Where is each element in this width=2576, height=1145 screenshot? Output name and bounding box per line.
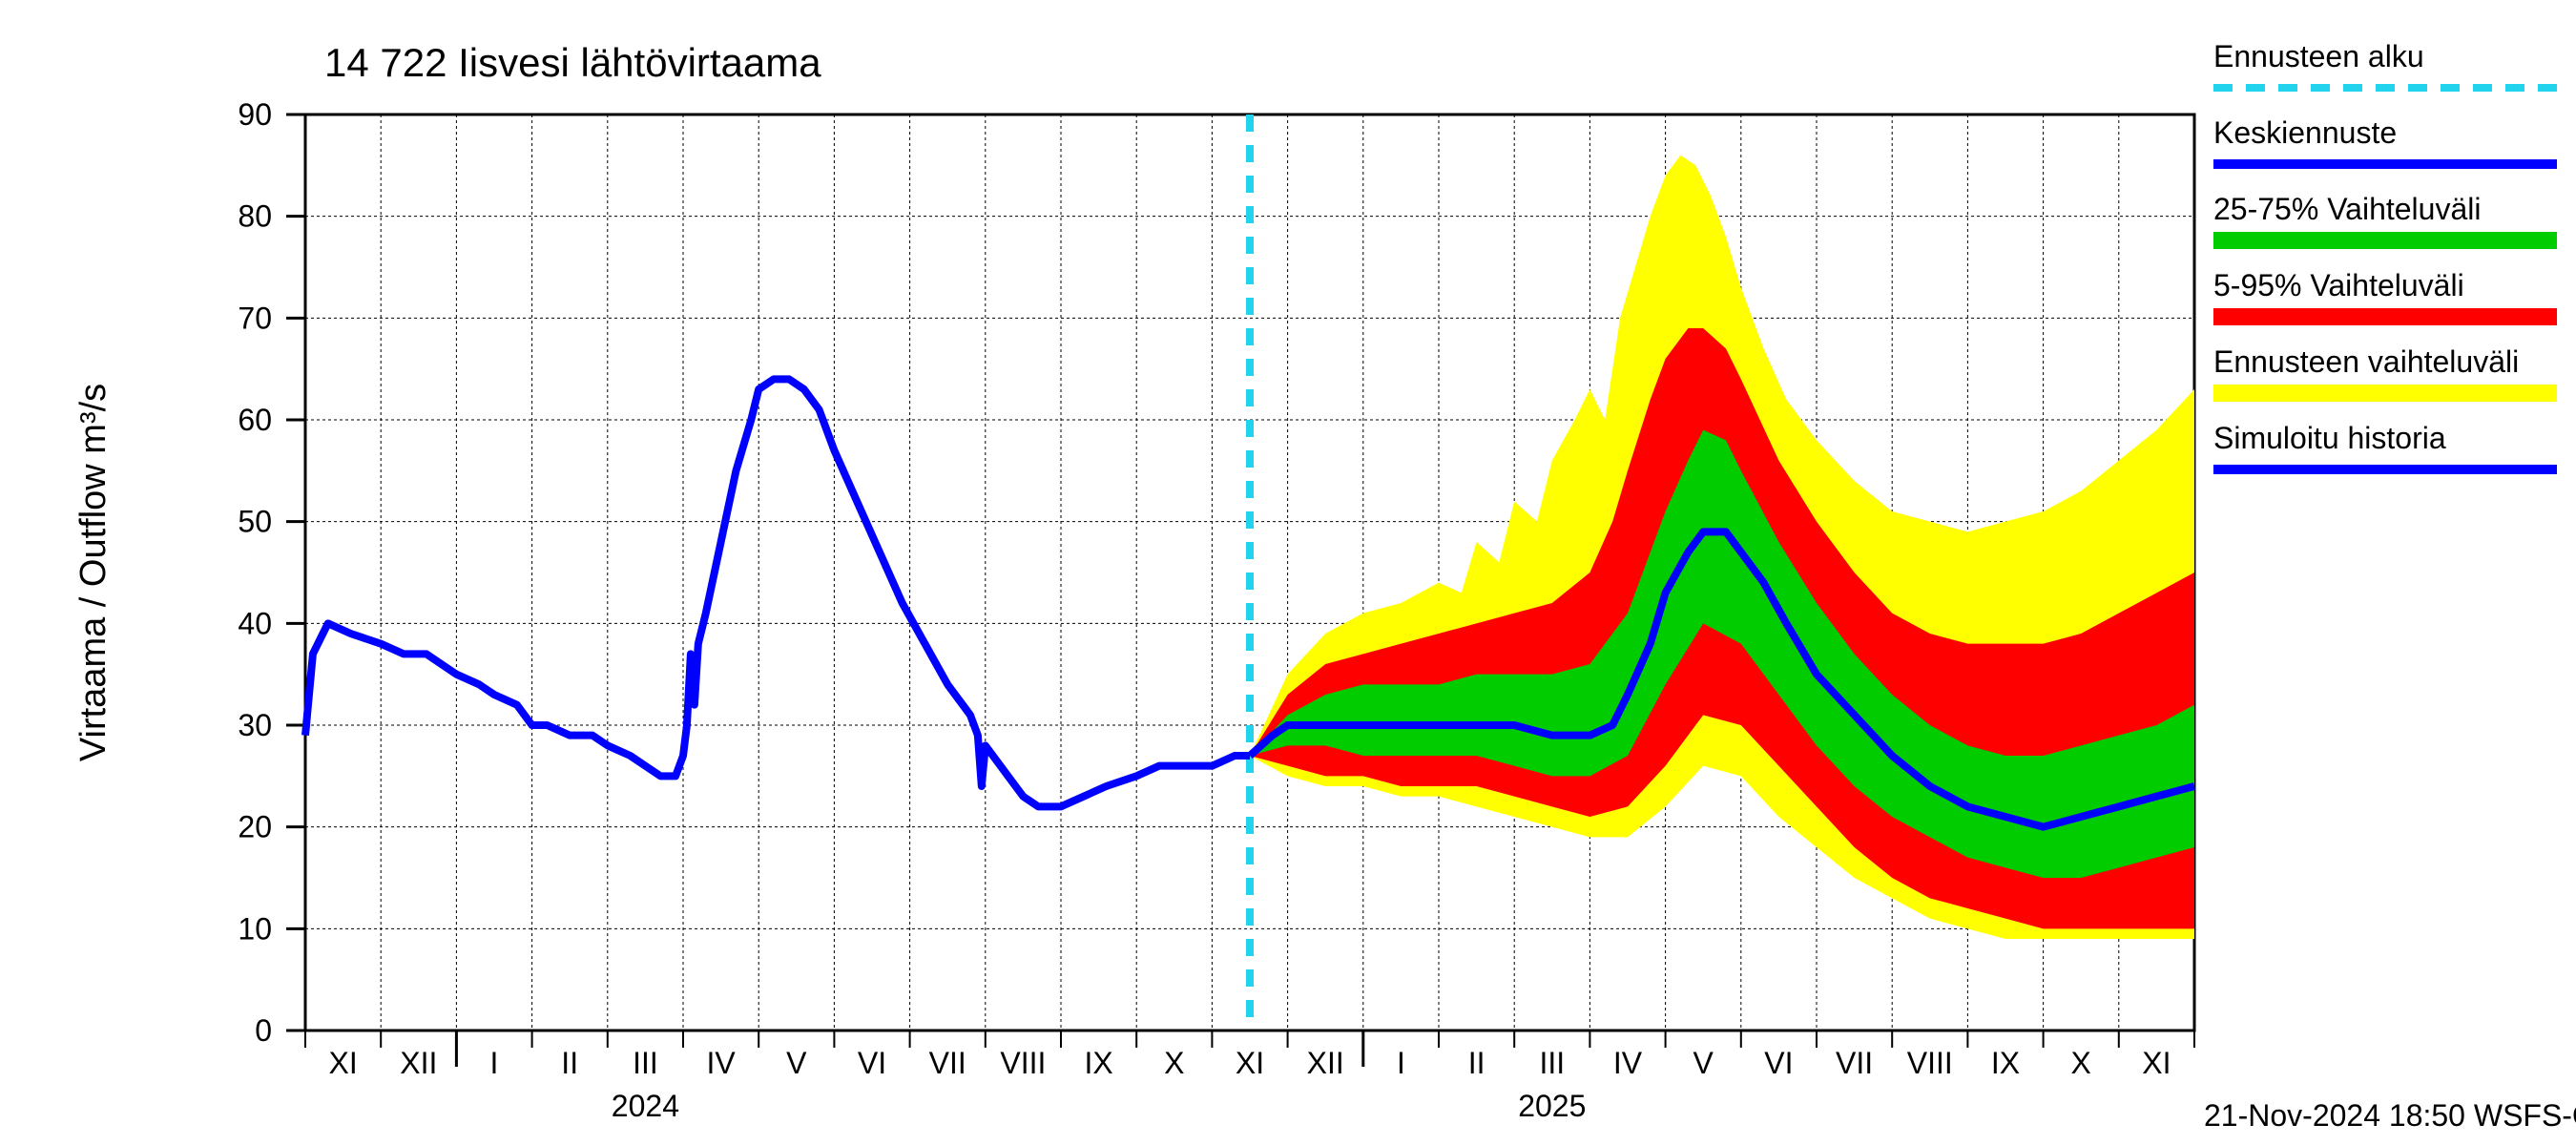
xtick-month: IV [706, 1046, 736, 1080]
legend-label: 25-75% Vaihteluväli [2213, 192, 2481, 226]
legend-label: Ennusteen alku [2213, 39, 2424, 73]
chart-svg: 0102030405060708090XIXIIIIIIIIIVVVIVIIVI… [0, 0, 2576, 1145]
chart-title: 14 722 Iisvesi lähtövirtaama [324, 40, 821, 85]
year-label-2025: 2025 [1518, 1089, 1586, 1123]
xtick-month: VI [858, 1046, 886, 1080]
ytick-label: 0 [255, 1013, 272, 1048]
xtick-month: XI [2142, 1046, 2171, 1080]
xtick-month: III [1539, 1046, 1565, 1080]
ytick-label: 60 [238, 403, 272, 437]
xtick-month: VI [1764, 1046, 1793, 1080]
xtick-month: X [2071, 1046, 2091, 1080]
ytick-label: 10 [238, 911, 272, 946]
ytick-label: 50 [238, 505, 272, 539]
legend-label: Simuloitu historia [2213, 421, 2446, 455]
legend-label: Ennusteen vaihteluväli [2213, 344, 2519, 379]
xtick-month: XII [1307, 1046, 1344, 1080]
xtick-month: VII [929, 1046, 966, 1080]
xtick-month: XI [328, 1046, 357, 1080]
xtick-month: VIII [1907, 1046, 1953, 1080]
xtick-month: XII [400, 1046, 437, 1080]
xtick-month: IV [1613, 1046, 1643, 1080]
ytick-label: 20 [238, 810, 272, 844]
xtick-month: I [1397, 1046, 1405, 1080]
xtick-month: I [490, 1046, 499, 1080]
xtick-month: II [561, 1046, 578, 1080]
legend-label: 5-95% Vaihteluväli [2213, 268, 2464, 302]
xtick-month: IX [1084, 1046, 1112, 1080]
chart-container: 0102030405060708090XIXIIIIIIIIIVVVIVIIVI… [0, 0, 2576, 1145]
xtick-month: V [1693, 1046, 1714, 1080]
ytick-label: 90 [238, 97, 272, 132]
footer-timestamp: 21-Nov-2024 18:50 WSFS-O [2204, 1098, 2576, 1133]
xtick-month: III [633, 1046, 658, 1080]
ytick-label: 40 [238, 606, 272, 640]
xtick-month: X [1164, 1046, 1184, 1080]
xtick-month: VIII [1000, 1046, 1046, 1080]
year-label-2024: 2024 [612, 1089, 679, 1123]
y-axis-label: Virtaama / Outflow m³/s [73, 384, 114, 761]
ytick-label: 30 [238, 708, 272, 742]
xtick-month: VII [1836, 1046, 1873, 1080]
ytick-label: 70 [238, 301, 272, 335]
legend-label: Keskiennuste [2213, 115, 2397, 150]
ytick-label: 80 [238, 199, 272, 234]
xtick-month: IX [1991, 1046, 2020, 1080]
xtick-month: V [786, 1046, 807, 1080]
xtick-month: XI [1236, 1046, 1264, 1080]
xtick-month: II [1468, 1046, 1485, 1080]
